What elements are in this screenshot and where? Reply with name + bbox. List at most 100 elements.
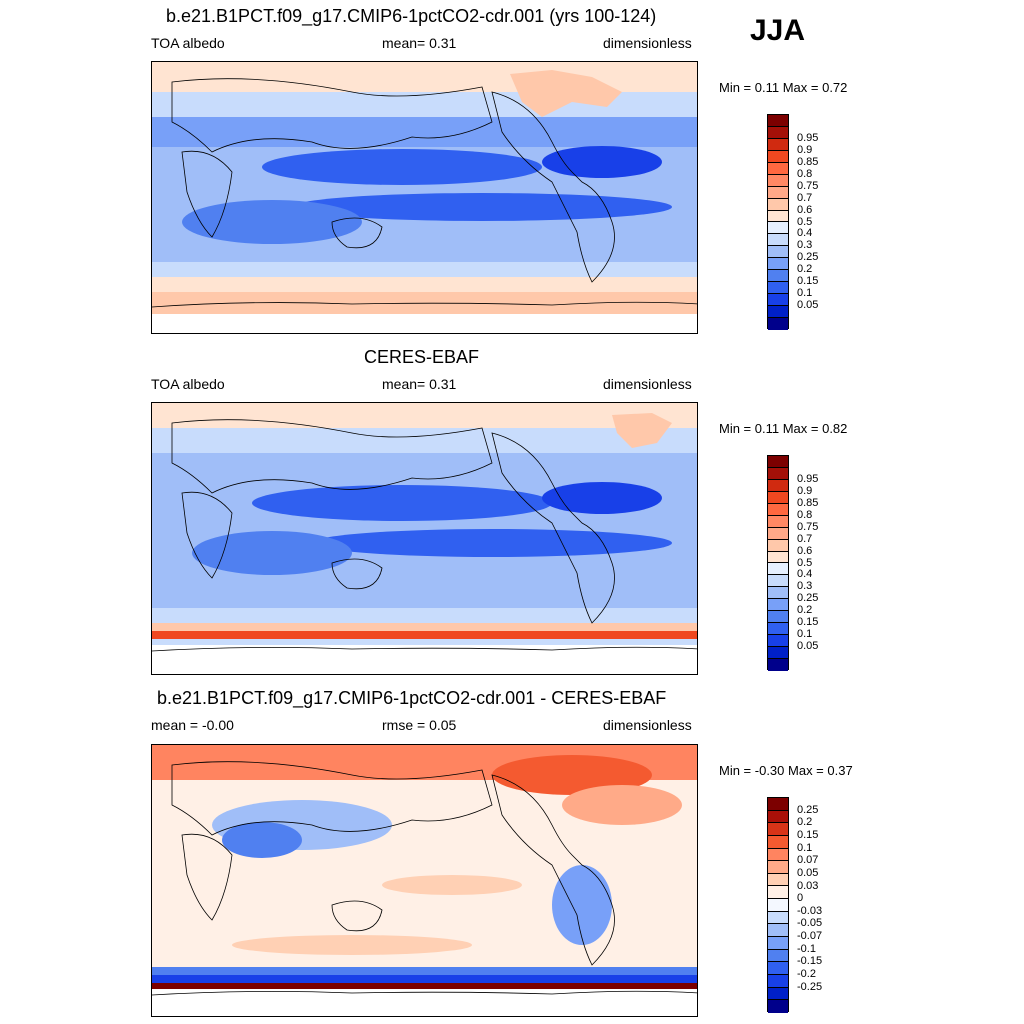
panel-2-variable-label: TOA albedo (151, 376, 225, 392)
colorbar-tick-label: 0.2 (797, 263, 813, 276)
panel-2-mean-label: mean= 0.31 (382, 376, 457, 392)
colorbar-tick-label: -0.1 (797, 942, 816, 955)
colorbar-tick-label: 0.4 (797, 568, 813, 581)
colorbar-tick-label: 0.75 (797, 179, 819, 192)
season-label: JJA (750, 14, 806, 47)
colorbar-swatch (768, 222, 788, 235)
colorbar-swatch (768, 987, 788, 1001)
panel-3-units-label: dimensionless (603, 717, 692, 733)
colorbar-swatch (768, 479, 788, 492)
colorbar-swatch (768, 924, 788, 938)
panel-1-title: b.e21.B1PCT.f09_g17.CMIP6-1pctCO2-cdr.00… (166, 6, 657, 26)
colorbar-tick-label: 0.4 (797, 227, 813, 240)
colorbar-tick-label: 0.25 (797, 803, 819, 816)
colorbar-swatch (768, 515, 788, 528)
colorbar-swatch (768, 848, 788, 862)
colorbar-swatch (768, 186, 788, 199)
panel-2-title: CERES-EBAF (364, 347, 480, 367)
colorbar-swatch (768, 294, 788, 306)
colorbar-tick-label: 0.05 (797, 640, 819, 653)
colorbar-tick-label: 0.7 (797, 191, 813, 204)
colorbar-tick-label: 0.75 (797, 520, 819, 533)
colorbar-tick-label: -0.15 (797, 955, 823, 968)
colorbar-swatch (768, 949, 788, 963)
colorbar-tick-label: 0.95 (797, 131, 819, 144)
panel-3-minmax: Min = -0.30 Max = 0.37 (719, 763, 853, 778)
colorbar-tick-label: 0.15 (797, 828, 819, 841)
colorbar-tick-label: -0.05 (797, 917, 823, 930)
colorbar-swatch (768, 886, 788, 900)
colorbar-swatch (768, 587, 788, 600)
colorbar-swatch (768, 306, 788, 318)
colorbar-tick-label: 0.9 (797, 484, 813, 497)
colorbar-tick-label: 0.03 (797, 879, 819, 892)
colorbar-swatch (768, 974, 788, 988)
colorbar-tick-label: 0.7 (797, 532, 813, 545)
colorbar-swatch (768, 150, 788, 163)
colorbar-tick-label: 0.25 (797, 251, 819, 264)
colorbar-tick-label: -0.25 (797, 980, 823, 993)
colorbar-swatch (768, 246, 788, 259)
colorbar-swatch (768, 873, 788, 887)
colorbar-swatch (768, 491, 788, 504)
colorbar-swatch (768, 823, 788, 836)
colorbar-swatch (768, 138, 788, 151)
colorbar-tick-label: 0.85 (797, 496, 819, 509)
colorbar-swatch (768, 658, 788, 671)
panel-3-map (151, 744, 698, 1017)
colorbar-swatch (768, 647, 788, 659)
colorbar-swatch (768, 234, 788, 247)
panel-1-map (151, 61, 698, 334)
colorbar-swatch (768, 861, 788, 874)
colorbar-swatch (768, 611, 788, 624)
colorbar-swatch (768, 115, 788, 127)
colorbar-tick-label: 0.1 (797, 841, 813, 854)
colorbar-tick-label: 0.05 (797, 299, 819, 312)
colorbar-tick-label: 0.1 (797, 287, 813, 300)
colorbar-tick-label: 0.3 (797, 239, 813, 252)
colorbar-tick-label: 0 (797, 892, 804, 905)
colorbar-swatch (768, 962, 788, 975)
panel-1-colorbar (767, 114, 789, 330)
colorbar-swatch (768, 282, 788, 295)
panel-3-title: b.e21.B1PCT.f09_g17.CMIP6-1pctCO2-cdr.00… (157, 688, 667, 708)
panel-3-colorbar (767, 797, 789, 1013)
panel-2-colorbar (767, 455, 789, 671)
colorbar-tick-label: 0.5 (797, 215, 813, 228)
panel-2-map (151, 402, 698, 675)
colorbar-swatch (768, 467, 788, 480)
colorbar-tick-label: 0.95 (797, 472, 819, 485)
colorbar-swatch (768, 317, 788, 330)
colorbar-tick-label: -0.2 (797, 968, 816, 981)
colorbar-swatch (768, 174, 788, 187)
colorbar-swatch (768, 563, 788, 576)
colorbar-tick-label: 0.1 (797, 628, 813, 641)
colorbar-swatch (768, 198, 788, 211)
colorbar-swatch (768, 835, 788, 849)
colorbar-swatch (768, 551, 788, 564)
colorbar-swatch (768, 258, 788, 271)
colorbar-swatch (768, 162, 788, 175)
panel-2-minmax: Min = 0.11 Max = 0.82 (719, 421, 848, 436)
colorbar-swatch (768, 899, 788, 912)
colorbar-swatch (768, 810, 788, 824)
colorbar-swatch (768, 527, 788, 540)
colorbar-tick-label: 0.5 (797, 556, 813, 569)
colorbar-tick-label: 0.9 (797, 143, 813, 156)
colorbar-swatch (768, 798, 788, 811)
panel-1-units-label: dimensionless (603, 35, 692, 51)
panel-3-rmse-label: rmse = 0.05 (382, 717, 457, 733)
colorbar-swatch (768, 575, 788, 588)
colorbar-swatch (768, 937, 788, 950)
colorbar-swatch (768, 126, 788, 139)
colorbar-tick-label: 0.15 (797, 616, 819, 629)
colorbar-tick-label: 0.25 (797, 592, 819, 605)
panel-2-map-plot (152, 403, 697, 674)
colorbar-swatch (768, 503, 788, 516)
colorbar-swatch (768, 270, 788, 283)
colorbar-swatch (768, 1000, 788, 1013)
colorbar-tick-label: -0.03 (797, 904, 823, 917)
panel-3-map-plot (152, 745, 697, 1016)
colorbar-swatch (768, 911, 788, 925)
colorbar-tick-label: 0.8 (797, 508, 813, 521)
